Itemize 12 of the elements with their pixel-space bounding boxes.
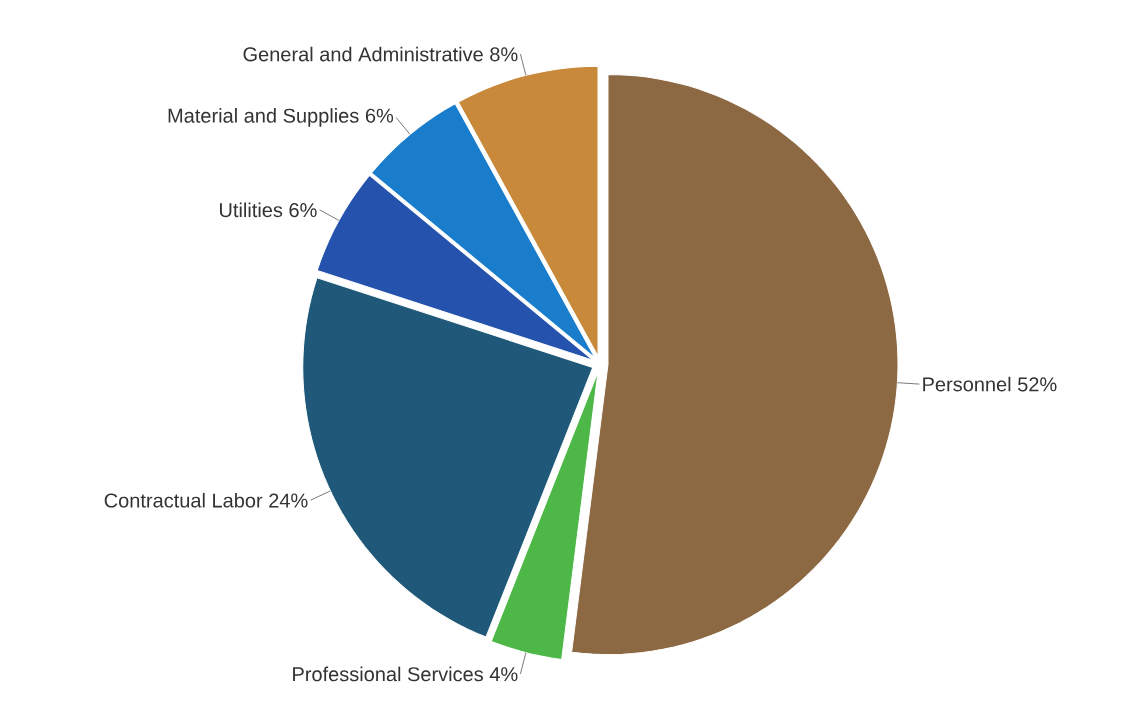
data-label: 4%: [489, 667, 518, 682]
data-label: 8%: [490, 47, 518, 62]
slice-label: Utilities: [220, 202, 283, 218]
slice-label: Contractual Labor: [104, 492, 263, 508]
slice-label: Material and Supplies: [168, 108, 359, 127]
slice-label: General and Administrative: [243, 46, 483, 62]
data-label: 6%: [289, 203, 317, 218]
slice-label: Professional Services: [293, 666, 483, 682]
data-label: 6%: [365, 108, 394, 123]
data-label: 24%: [269, 493, 308, 508]
data-label: 52%: [1018, 377, 1057, 392]
slice-label: Personnel: [923, 376, 1011, 392]
